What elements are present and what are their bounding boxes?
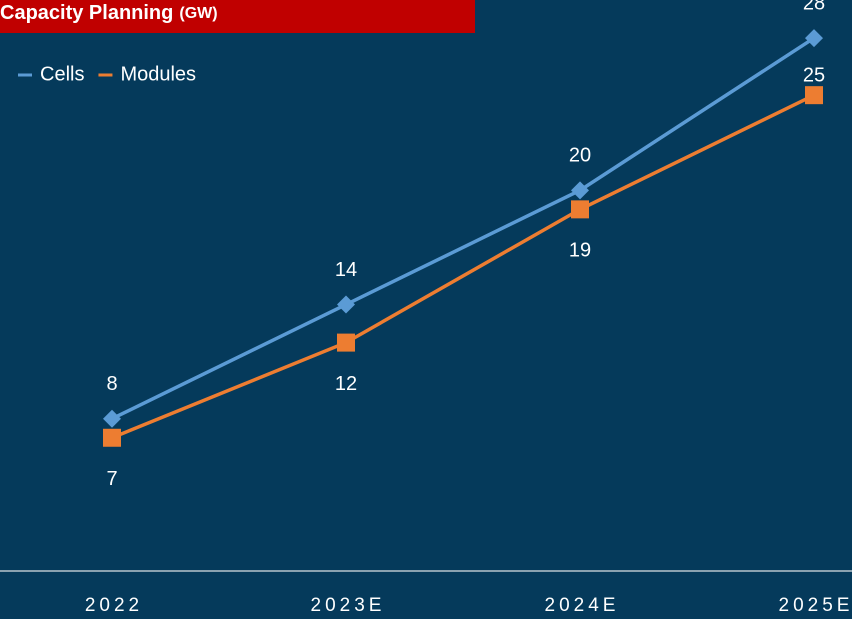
series-line [111,36,815,421]
marker [103,428,121,447]
data-label: 14 [335,259,357,281]
data-label: 8 [106,373,117,395]
marker [571,200,589,219]
data-label: 28 [803,0,825,14]
x-tick-label: 2025E [779,595,852,616]
marker [103,409,121,428]
data-label: 19 [569,240,591,262]
title-banner [0,0,475,33]
data-label: 25 [803,64,825,86]
legend-label: Modules [120,63,196,85]
chart-title: Capacity Planning (GW) [0,2,218,24]
data-label: 7 [106,468,117,490]
marker [337,333,355,352]
title-text: Capacity Planning [0,2,173,24]
data-label: 20 [569,145,591,167]
x-tick-label: 2024E [545,595,620,616]
marker [805,29,823,48]
marker [337,295,355,314]
x-tick-label: 2023E [311,595,386,616]
legend-label: Cells [40,63,84,85]
marker [571,181,589,200]
marker [805,86,823,105]
data-label: 12 [335,373,357,395]
series-line [111,93,815,440]
title-unit: (GW) [179,5,217,22]
x-tick-label: 2022 [85,595,143,616]
